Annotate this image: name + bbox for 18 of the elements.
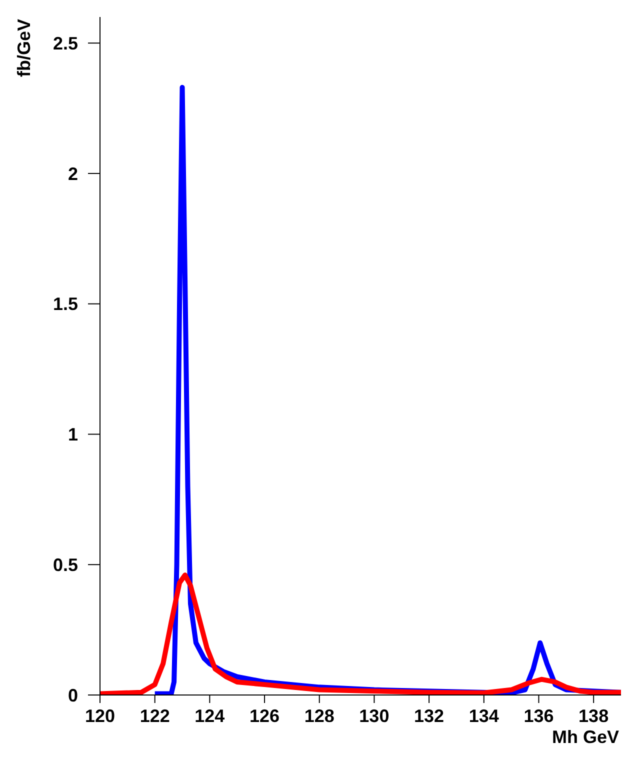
x-tick-label: 128 xyxy=(304,706,334,726)
x-tick-label: 132 xyxy=(414,706,444,726)
y-tick-label: 2.5 xyxy=(52,33,78,54)
y-tick-label: 0 xyxy=(68,685,78,706)
x-tick-label: 126 xyxy=(250,706,280,726)
y-tick-label: 0.5 xyxy=(52,555,78,576)
x-tick-label: 122 xyxy=(140,706,170,726)
y-tick-label: 1 xyxy=(68,424,78,445)
y-tick-label: 1.5 xyxy=(52,294,78,314)
y-axis-title: fb/GeV xyxy=(14,19,34,78)
x-tick-label: 134 xyxy=(468,706,499,726)
y-tick-label: 2 xyxy=(68,164,78,184)
x-tick-label: 124 xyxy=(194,706,225,726)
x-tick-label: 130 xyxy=(359,706,390,726)
x-axis-title: Mh GeV xyxy=(552,727,619,747)
x-tick-label: 120 xyxy=(84,706,116,726)
x-tick-label: 136 xyxy=(524,706,554,726)
x-tick-label: 138 xyxy=(578,706,609,726)
